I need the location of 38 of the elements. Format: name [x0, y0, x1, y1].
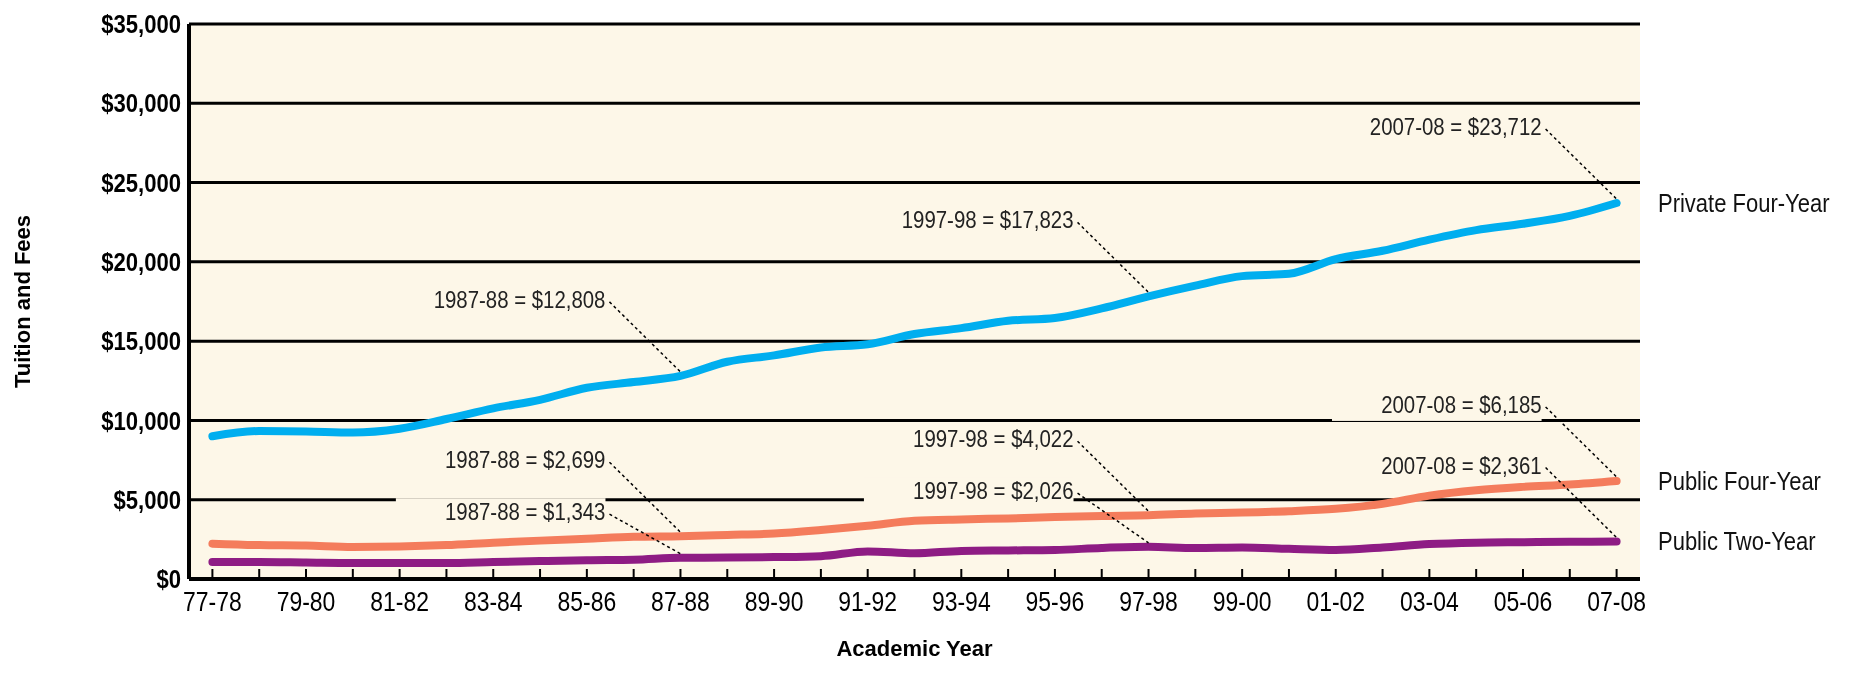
annotation: 2007-08 = $6,185 — [1381, 391, 1542, 419]
y-tick-label: $25,000 — [101, 167, 181, 198]
x-tick-label: 79-80 — [276, 586, 336, 617]
x-tick-label: 85-86 — [557, 586, 617, 617]
annotation: 1997-98 = $4,022 — [913, 425, 1074, 453]
annotation: 2007-08 = $2,361 — [1381, 452, 1542, 479]
x-tick-label: 01-02 — [1306, 586, 1366, 617]
y-tick-label: $20,000 — [101, 247, 181, 277]
y-tick-label: $5,000 — [113, 485, 181, 515]
x-tick-label: 89-90 — [744, 586, 804, 617]
x-tick-label: 81-82 — [370, 586, 429, 617]
x-tick-label: 93-94 — [931, 586, 991, 617]
x-tick-label: 07-08 — [1587, 586, 1646, 617]
x-axis-title: Academic Year — [836, 636, 994, 661]
x-tick-label: 77-78 — [183, 586, 242, 617]
y-axis-title: Tuition and Fees — [10, 214, 35, 389]
y-tick-label: $15,000 — [101, 326, 181, 356]
annotation: 1987-88 = $2,699 — [445, 446, 606, 474]
x-tick-label: 91-92 — [838, 586, 898, 617]
annotation: 2007-08 = $23,712 — [1369, 113, 1542, 141]
series-label: Private Four-Year — [1658, 189, 1830, 218]
x-tick-label: 95-96 — [1025, 586, 1085, 617]
annotation: 1997-98 = $2,026 — [913, 477, 1074, 505]
y-tick-label: $35,000 — [101, 9, 181, 39]
annotation: 1987-88 = $12,808 — [433, 286, 606, 314]
x-tick-label: 97-98 — [1119, 586, 1178, 617]
x-tick-label: 05-06 — [1493, 586, 1553, 617]
series-label: Public Four-Year — [1658, 467, 1822, 495]
series-label: Public Two-Year — [1658, 528, 1816, 556]
y-tick-label: $10,000 — [101, 405, 181, 435]
x-tick-label: 87-88 — [651, 586, 710, 617]
x-tick-label: 83-84 — [463, 586, 523, 617]
y-tick-label: $0 — [156, 564, 181, 594]
annotation: 1987-88 = $1,343 — [445, 498, 606, 526]
annotation: 1997-98 = $17,823 — [901, 206, 1074, 234]
y-tick-label: $30,000 — [101, 88, 181, 118]
x-tick-label: 99-00 — [1212, 586, 1272, 617]
x-tick-label: 03-04 — [1400, 586, 1459, 617]
